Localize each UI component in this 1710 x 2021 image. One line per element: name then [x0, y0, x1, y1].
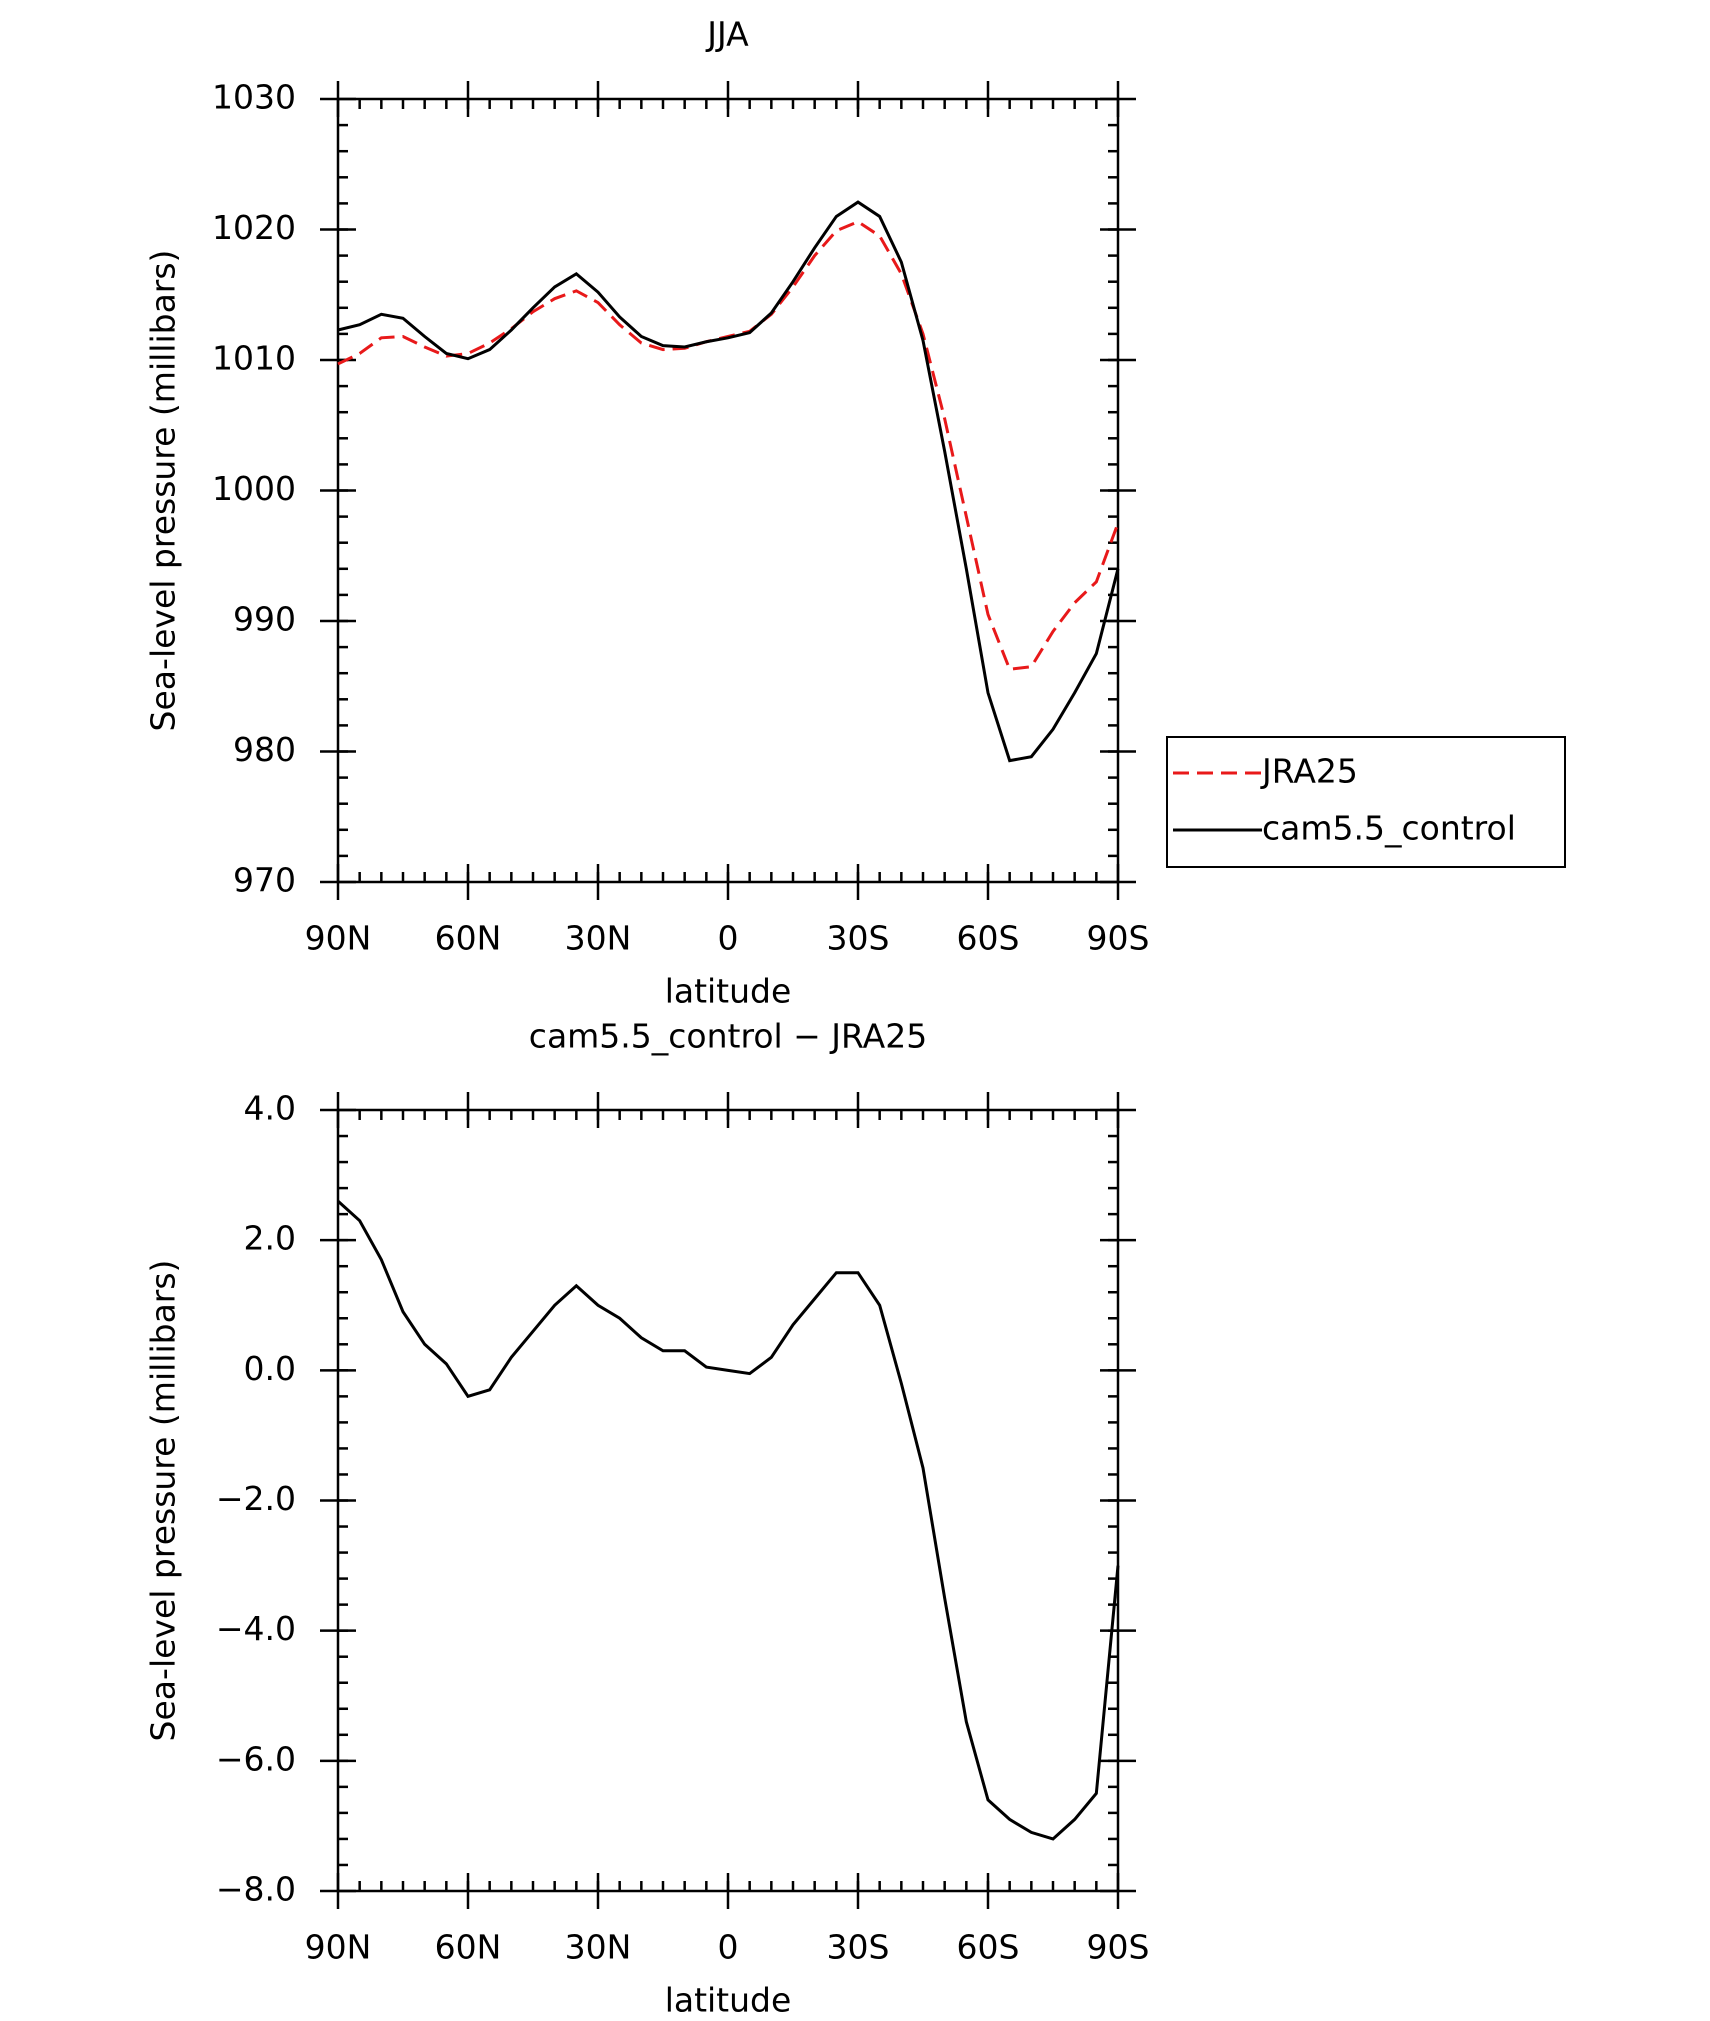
- chart-title: JJA: [705, 15, 749, 54]
- x-tick-label: 60S: [957, 1928, 1020, 1967]
- chart-title: cam5.5_control − JRA25: [529, 1017, 927, 1056]
- y-tick-label: −8.0: [216, 1870, 296, 1909]
- x-tick-label: 90N: [305, 919, 372, 958]
- y-tick-label: 4.0: [244, 1089, 296, 1128]
- x-tick-label: 30S: [827, 919, 890, 958]
- legend-box: [1166, 736, 1566, 868]
- x-tick-label: 30N: [565, 919, 632, 958]
- y-tick-label: 980: [233, 730, 296, 769]
- x-tick-label: 30N: [565, 1928, 632, 1967]
- y-axis-label: Sea-level pressure (millibars): [144, 250, 183, 732]
- y-tick-label: −4.0: [216, 1609, 296, 1648]
- x-tick-label: 60N: [435, 1928, 502, 1967]
- x-axis-label: latitude: [665, 972, 792, 1011]
- x-tick-label: 90N: [305, 1928, 372, 1967]
- x-tick-label: 0: [718, 919, 739, 958]
- x-tick-label: 60N: [435, 919, 502, 958]
- y-tick-label: 1030: [212, 78, 296, 117]
- y-axis-label: Sea-level pressure (millibars): [144, 1260, 183, 1742]
- data-line: [336, 1200, 1120, 1841]
- y-tick-label: 1010: [212, 339, 296, 378]
- y-tick-label: −2.0: [216, 1479, 296, 1518]
- y-tick-label: 990: [233, 600, 296, 639]
- x-tick-label: 30S: [827, 1928, 890, 1967]
- x-tick-label: 90S: [1087, 919, 1150, 958]
- y-tick-label: 0.0: [244, 1349, 296, 1388]
- data-line: [337, 200, 1120, 763]
- y-tick-label: 2.0: [244, 1219, 296, 1258]
- data-line: [337, 219, 1120, 671]
- legend-label: cam5.5_control: [1262, 809, 1516, 848]
- x-tick-label: 60S: [957, 919, 1020, 958]
- x-tick-label: 0: [718, 1928, 739, 1967]
- x-axis-label: latitude: [665, 1981, 792, 2020]
- x-tick-label: 90S: [1087, 1928, 1150, 1967]
- y-tick-label: 1020: [212, 208, 296, 247]
- y-tick-label: 1000: [212, 469, 296, 508]
- y-tick-label: 970: [233, 861, 296, 900]
- legend-label: JRA25: [1260, 752, 1358, 791]
- y-tick-label: −6.0: [216, 1739, 296, 1778]
- plot-frame: [336, 97, 1120, 884]
- plot-frame: [336, 1108, 1120, 1893]
